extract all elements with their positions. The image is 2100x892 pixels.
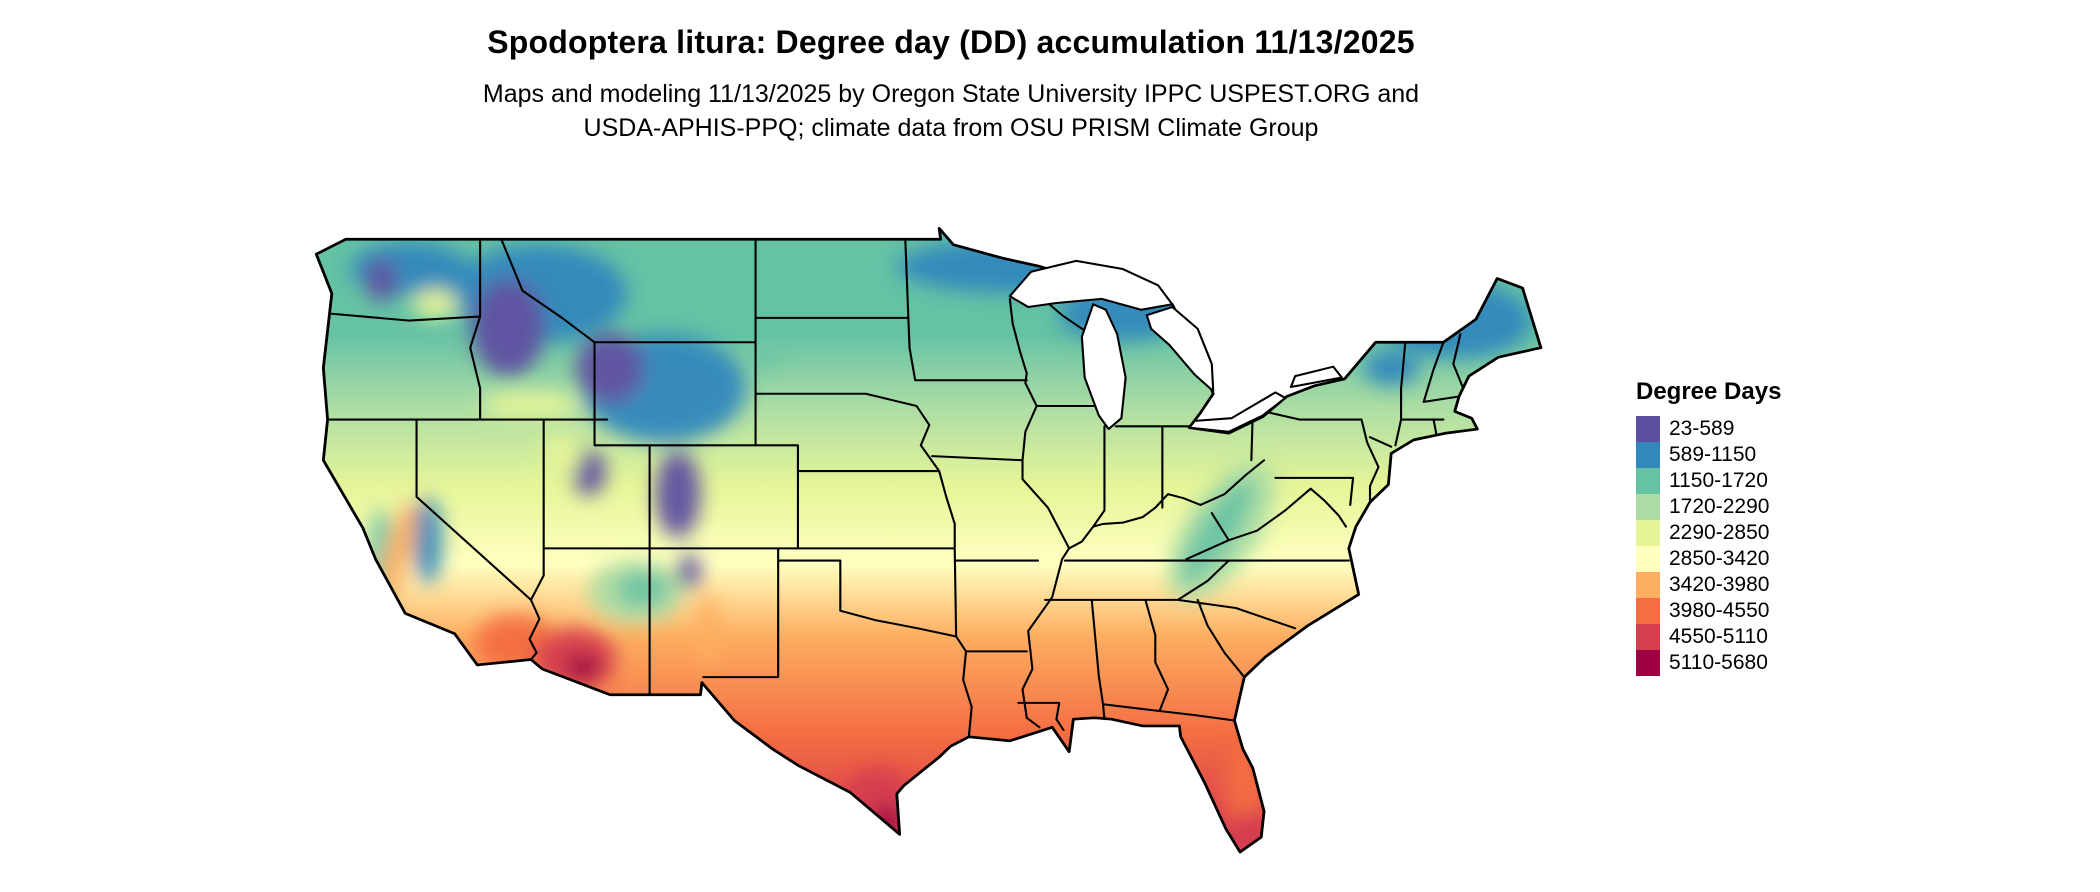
subtitle-line-1: Maps and modeling 11/13/2025 by Oregon S… xyxy=(482,80,1420,108)
great-lakes xyxy=(1008,259,1343,433)
legend-swatch xyxy=(1636,624,1660,650)
us-map-svg xyxy=(314,227,1543,854)
lake-ontario xyxy=(1289,365,1343,389)
legend-row: 589-1150 xyxy=(1636,442,1781,468)
legend-label: 1150-1720 xyxy=(1669,469,1768,492)
legend-swatch xyxy=(1636,494,1660,520)
us-degree-day-map xyxy=(240,185,1596,890)
legend-label: 3420-3980 xyxy=(1669,573,1770,596)
legend-label: 589-1150 xyxy=(1669,443,1757,466)
legend-swatch xyxy=(1636,598,1660,624)
legend-swatch xyxy=(1636,546,1660,572)
legend-row: 5110-5680 xyxy=(1636,650,1781,676)
legend-row: 1720-2290 xyxy=(1636,494,1781,520)
legend: Degree Days 23-589 589-1150 1150-1720 17… xyxy=(1636,378,1781,676)
legend-swatch xyxy=(1636,442,1660,468)
legend-label: 5110-5680 xyxy=(1669,651,1768,674)
lake-huron xyxy=(1145,306,1215,393)
header: Spodoptera litura: Degree day (DD) accum… xyxy=(0,24,1902,145)
legend-swatch xyxy=(1636,520,1660,546)
legend-swatch xyxy=(1636,572,1660,598)
legend-row: 3420-3980 xyxy=(1636,572,1781,598)
legend-row: 2850-3420 xyxy=(1636,546,1781,572)
legend-row: 23-589 xyxy=(1636,416,1781,442)
legend-label: 3980-4550 xyxy=(1669,599,1770,622)
state-borders xyxy=(326,238,1465,738)
legend-swatch xyxy=(1636,416,1660,442)
legend-label: 1720-2290 xyxy=(1669,495,1770,518)
legend-swatch xyxy=(1636,650,1660,676)
legend-row: 3980-4550 xyxy=(1636,598,1781,624)
lake-superior xyxy=(1008,259,1174,311)
legend-row: 2290-2850 xyxy=(1636,520,1781,546)
page-title: Spodoptera litura: Degree day (DD) accum… xyxy=(487,24,1415,60)
subtitle-line-2: USDA-APHIS-PPQ; climate data from OSU PR… xyxy=(583,114,1319,142)
degree-day-raster-layer xyxy=(316,228,1541,853)
legend-label: 23-589 xyxy=(1669,417,1735,440)
legend-label: 2850-3420 xyxy=(1669,547,1770,570)
legend-row: 4550-5110 xyxy=(1636,624,1781,650)
lake-erie xyxy=(1188,391,1287,433)
regional-anomaly-blobs xyxy=(350,239,1532,853)
legend-title: Degree Days xyxy=(1636,378,1782,405)
lake-michigan xyxy=(1080,303,1127,431)
legend-swatch xyxy=(1636,468,1660,494)
legend-label: 2290-2850 xyxy=(1669,521,1770,544)
legend-row: 1150-1720 xyxy=(1636,468,1781,494)
us-outline xyxy=(314,227,1543,854)
legend-label: 4550-5110 xyxy=(1669,625,1768,648)
legend-items: 23-589 589-1150 1150-1720 1720-2290 2290… xyxy=(1636,416,1781,676)
page-subtitle: Maps and modeling 11/13/2025 by Oregon S… xyxy=(0,77,1902,145)
